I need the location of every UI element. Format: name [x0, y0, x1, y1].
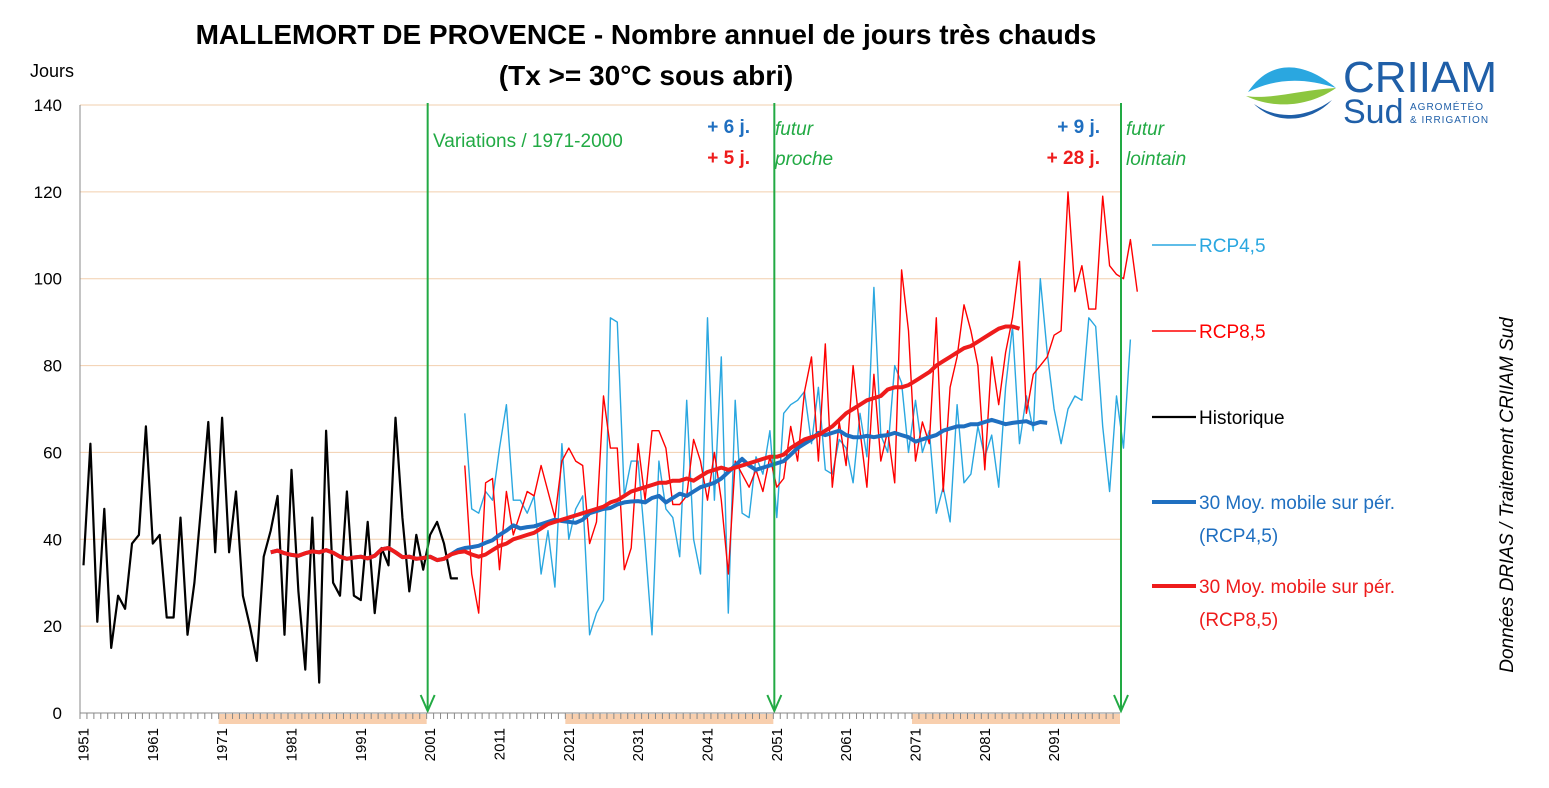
- x-tick-label: 2071: [907, 728, 924, 761]
- period-marker-arrow-3: [1113, 694, 1129, 714]
- annotation-text: + 9 j.: [1057, 117, 1100, 138]
- logo-tagline-2: & IRRIGATION: [1410, 115, 1489, 126]
- source-note: Données DRIAS / Traitement CRIIAM Sud: [1497, 316, 1518, 673]
- logo-tagline-1: AGROMÉTÉO: [1410, 100, 1484, 113]
- legend-label-4: 30 Moy. mobile sur pér.: [1199, 493, 1395, 514]
- x-tick-label: 1991: [353, 728, 370, 761]
- x-tick-label: 1981: [283, 728, 300, 761]
- series-line-2: [464, 278, 1132, 636]
- x-tick-label: 2081: [977, 728, 994, 761]
- y-tick-label: 20: [43, 617, 62, 636]
- annotations: Variations / 1971-2000 + 6 j. + 5 j. futur p…: [433, 117, 1186, 170]
- x-tick-label: 2031: [630, 728, 647, 761]
- y-tick-label: 140: [34, 96, 62, 115]
- wave-icon: [1246, 67, 1336, 119]
- series-line-5: [270, 324, 1021, 563]
- legend: RCP4,5 RCP8,5 Historique 30 Moy. mobile sur…: [1152, 236, 1395, 631]
- annotation-text: + 6 j.: [707, 117, 750, 138]
- period-markers: [419, 103, 1129, 714]
- annotation-text: + 28 j.: [1047, 148, 1100, 169]
- criiam-logo: CRIIAM Sud AGROMÉTÉO & IRRIGATION: [1246, 53, 1497, 131]
- series-line-1: [82, 416, 458, 684]
- y-tick-label: 120: [34, 183, 62, 202]
- legend-label-4-line2: (RCP4,5): [1199, 526, 1278, 547]
- annotation-text: Variations / 1971-2000: [433, 131, 623, 152]
- logo-sub: Sud: [1343, 93, 1404, 131]
- x-tick-label: 2001: [422, 728, 439, 761]
- x-tick-label: 2041: [699, 728, 716, 761]
- annotation-text: futur: [775, 119, 814, 140]
- period-marker-arrow-2: [766, 694, 783, 714]
- legend-label-1: RCP4,5: [1199, 236, 1266, 257]
- x-tick-label: 2051: [769, 728, 786, 761]
- x-tick-label: 2011: [491, 728, 508, 760]
- y-axis-label: Jours: [30, 61, 74, 81]
- chart-subtitle: (Tx >= 30°C sous abri): [499, 60, 793, 91]
- axes: 0 20 40 60 80 100 120 140 1951 1961 1971 1981 1991 20…: [34, 96, 1120, 761]
- y-tick-label: 40: [43, 530, 62, 549]
- series-lines: [82, 191, 1138, 684]
- x-tick-label: 1971: [214, 728, 231, 761]
- annotation-text: futur: [1126, 119, 1165, 140]
- y-tick-label: 0: [53, 704, 62, 723]
- y-tick-label: 60: [43, 443, 62, 462]
- legend-label-3: Historique: [1199, 408, 1285, 429]
- annotation-text: proche: [774, 149, 833, 170]
- series-line-3: [464, 191, 1138, 614]
- x-tick-label: 2061: [838, 728, 855, 761]
- x-tick-label: 1951: [75, 728, 92, 761]
- legend-label-5: 30 Moy. mobile sur pér.: [1199, 577, 1395, 598]
- legend-label-5-line2: (RCP8,5): [1199, 610, 1278, 631]
- gridlines: [80, 104, 1120, 627]
- annotation-text: + 5 j.: [707, 148, 750, 169]
- period-marker-arrow-1: [419, 694, 436, 714]
- logo-name: CRIIAM: [1343, 53, 1497, 102]
- chart-title: MALLEMORT DE PROVENCE - Nombre annuel de…: [196, 19, 1097, 50]
- x-tick-label: 1961: [145, 728, 162, 761]
- y-tick-label: 80: [43, 357, 62, 376]
- x-tick-label: 2021: [561, 728, 578, 761]
- annotation-text: lointain: [1126, 149, 1186, 170]
- y-tick-label: 100: [34, 270, 62, 289]
- x-tick-label: 2091: [1046, 728, 1063, 761]
- legend-label-2: RCP8,5: [1199, 322, 1266, 343]
